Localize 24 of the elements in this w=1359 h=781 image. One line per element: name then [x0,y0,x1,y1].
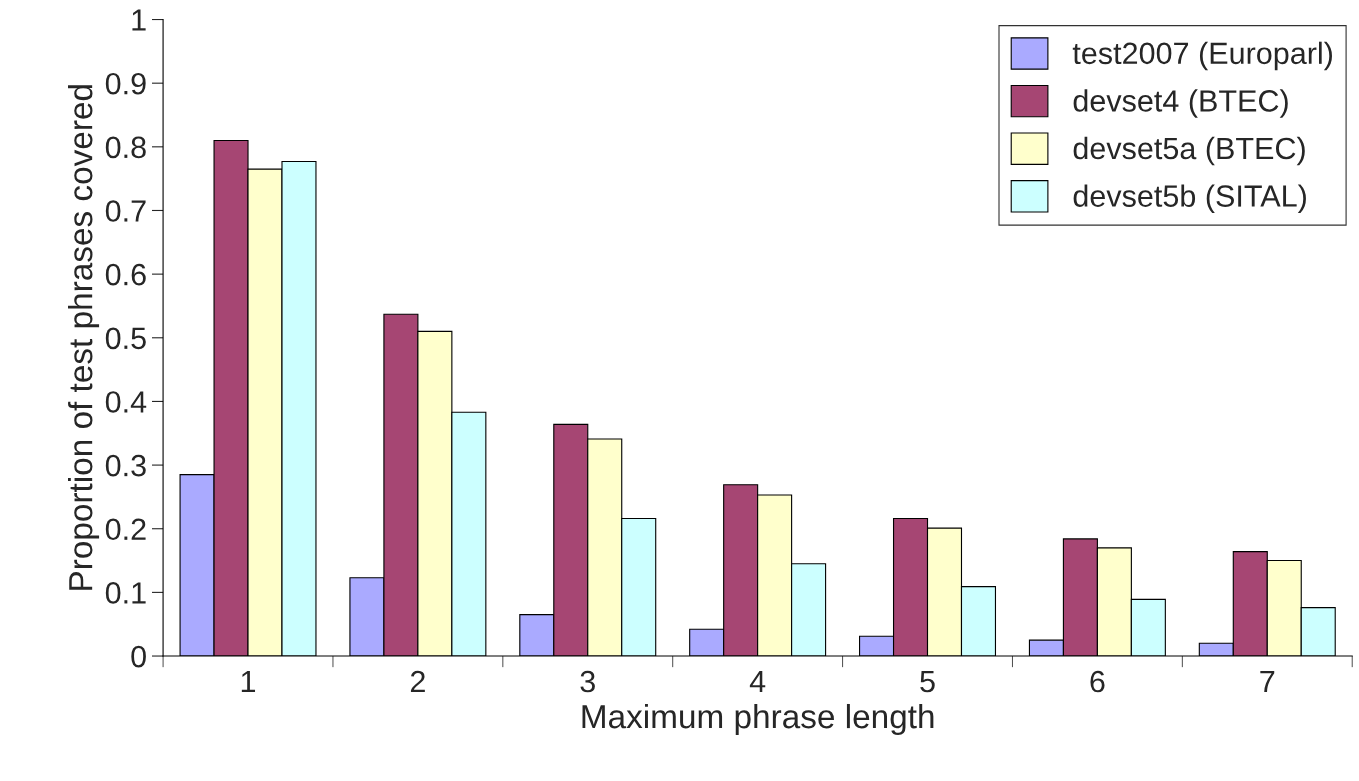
x-axis-title: Maximum phrase length [582,703,934,736]
x-tick-label: 2 [410,670,425,693]
legend-label: devset5a (BTEC) [1073,136,1305,166]
x-tick-label: 3 [580,670,595,693]
x-tick-label: 1 [241,671,256,693]
y-tick-label: 0.3 [105,454,146,477]
x-tick-label: 6 [1090,670,1105,693]
y-tick-label: 0.8 [105,136,146,159]
y-tick-label: 0.6 [105,263,146,286]
y-axis-title: Proportion of test phrases covered [68,85,100,590]
x-tick-label: 5 [920,671,935,693]
legend-label: devset4 (BTEC) [1073,89,1288,118]
y-tick-label: 0.2 [105,518,146,541]
y-tick-label: 0.4 [105,391,147,413]
y-tick-label: 0.5 [105,327,146,350]
x-tick-label: 7 [1260,671,1275,693]
y-tick-label: 0.7 [105,200,146,222]
y-tick-label: 0.9 [105,72,146,95]
y-tick-label: 0.1 [105,582,146,604]
legend-label: test2007 (Europarl) [1072,41,1332,71]
legend-label: devset5b (SITAL) [1073,184,1306,213]
y-tick-label: 1 [132,9,146,31]
x-tick-label: 4 [749,671,766,693]
y-tick-label: 0 [131,645,146,668]
